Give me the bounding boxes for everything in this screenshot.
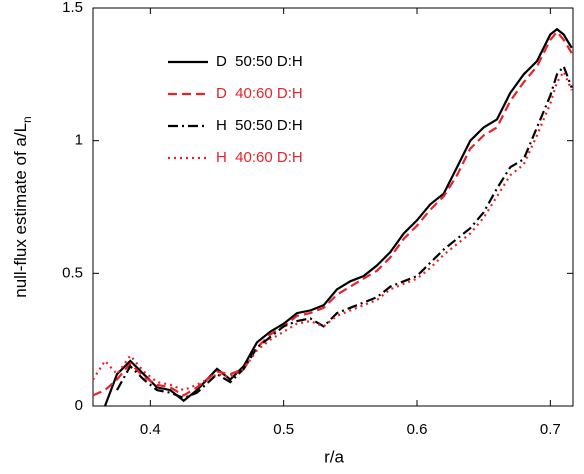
- y-tick-label: 1: [75, 132, 83, 149]
- y-tick-label: 1.5: [62, 0, 83, 16]
- series-line: [116, 64, 573, 400]
- series-line: [92, 30, 573, 397]
- y-axis-label: null-flux estimate of a/Ln: [11, 116, 34, 298]
- y-tick-label: 0.5: [62, 264, 83, 281]
- plot-frame: [92, 7, 574, 407]
- x-tick-label: 0.5: [273, 421, 294, 438]
- legend-label: D 50:50 D:H: [216, 53, 303, 70]
- x-tick-label: 0.4: [140, 421, 161, 438]
- y-axis-label-subscript: n: [20, 116, 34, 123]
- x-tick-label: 0.7: [540, 421, 561, 438]
- x-tick-label: 0.6: [407, 421, 428, 438]
- series-line: [103, 27, 573, 407]
- legend-label: D 40:60 D:H: [216, 85, 303, 102]
- y-tick-label: 0: [75, 397, 83, 414]
- legend-label: H 40:60 D:H: [216, 149, 303, 166]
- legend-label: H 50:50 D:H: [216, 117, 303, 134]
- y-axis-label-main: null-flux estimate of a/L: [11, 123, 30, 298]
- x-axis-label: r/a: [324, 447, 344, 466]
